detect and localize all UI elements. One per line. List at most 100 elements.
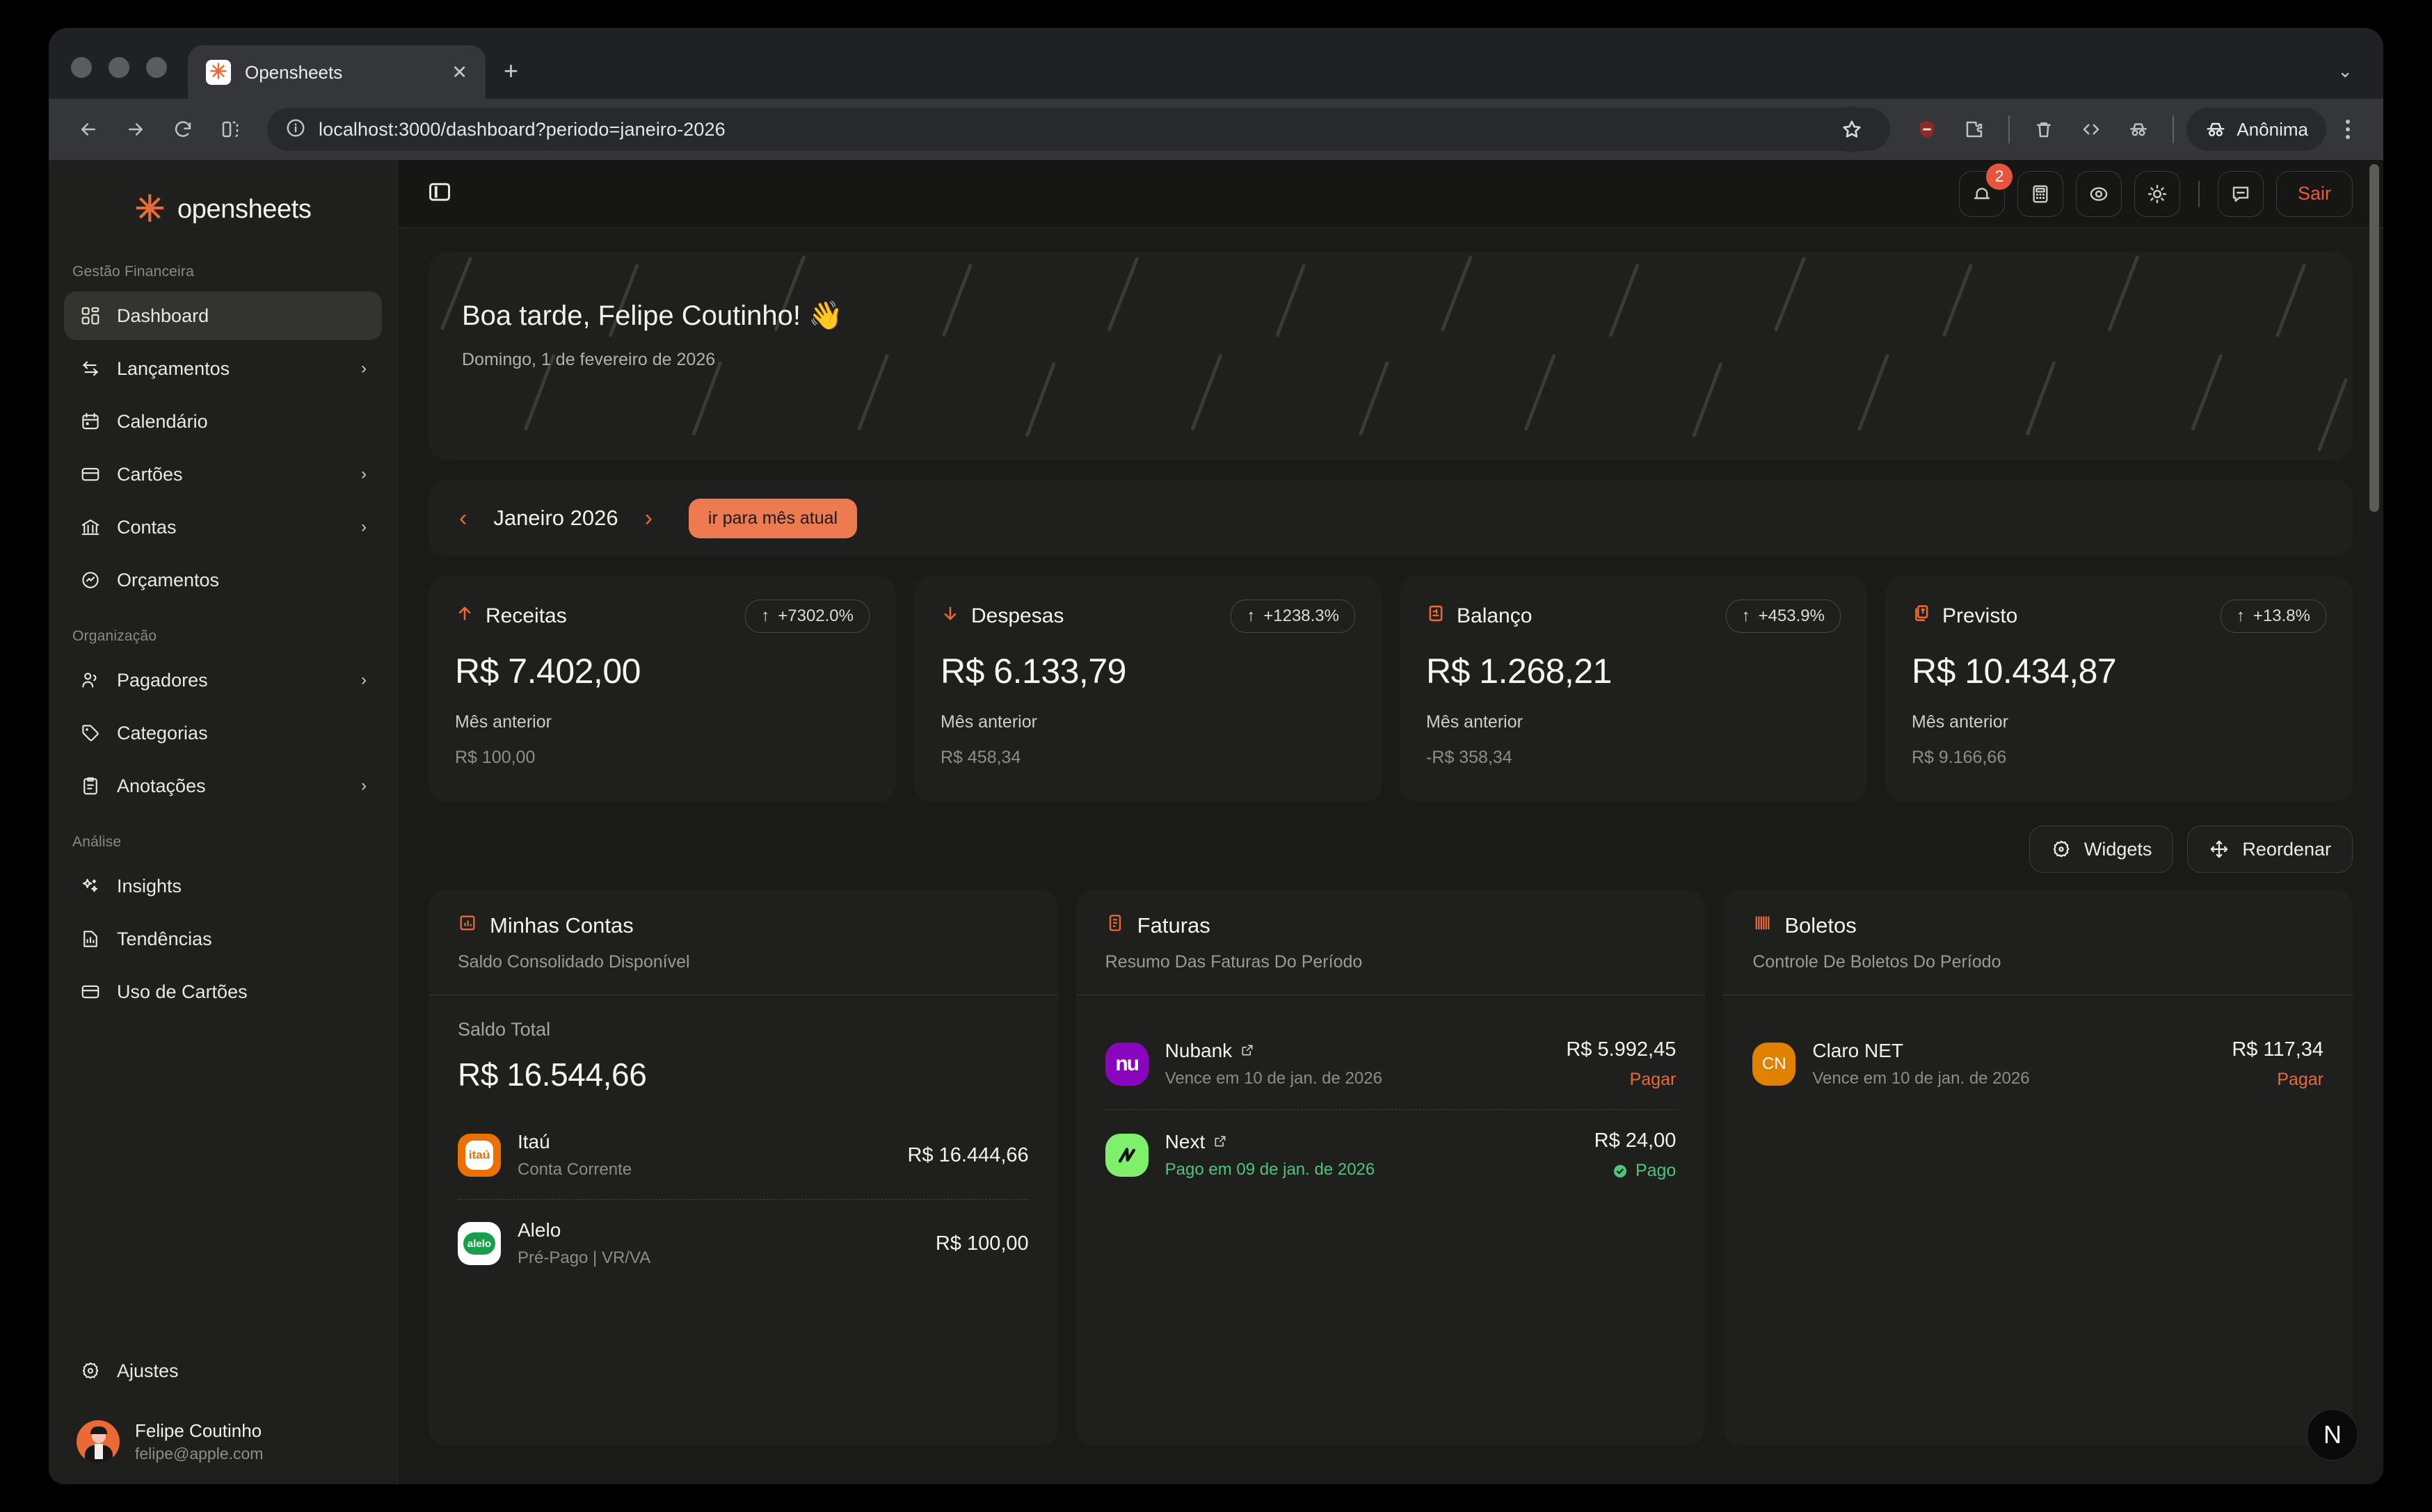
boleto-row[interactable]: CN Claro NET Vence em 10 de jan. de 2026… [1752,1019,2323,1109]
invoice-pay-link[interactable]: Pagar [1629,1070,1677,1089]
boleto-pay-link[interactable]: Pagar [2277,1070,2324,1089]
new-tab-icon[interactable]: + [504,56,519,85]
kebab-menu-icon[interactable] [2330,120,2365,139]
sidebar-item-ajustes[interactable]: Ajustes [64,1346,382,1395]
gear-icon [79,1360,102,1382]
stat-value: R$ 6.133,79 [941,652,1126,691]
go-to-current-month-button[interactable]: ir para mês atual [688,498,858,538]
invoice-row[interactable]: nu Nubank Vence em 10 de [1105,1019,1677,1109]
stat-card-previsto[interactable]: Previsto ↑ +13.8% R$ 10.434,87 Mês anter… [1885,576,2353,802]
sidebar-item-categorias[interactable]: Categorias [64,709,382,757]
logout-button[interactable]: Sair [2275,170,2353,217]
stat-value: R$ 7.402,00 [455,652,641,691]
shield-block-icon[interactable] [1905,108,1949,151]
nubank-logo-icon: nu [1105,1043,1149,1086]
sidebar-item-anotacoes[interactable]: Anotações › [64,762,382,810]
panel-body: Saldo Total R$ 16.544,66 itaú Itaú C [429,995,1058,1311]
stat-value: R$ 1.268,21 [1426,652,1612,691]
transfer-icon [79,357,102,380]
calculator-button[interactable] [2017,170,2063,217]
sidebar-item-insights[interactable]: Insights [64,862,382,910]
boleto-name: Claro NET [1812,1040,1904,1061]
widgets-button[interactable]: Widgets [2029,826,2174,873]
split-view-icon[interactable] [209,108,252,151]
card-icon [79,981,102,1003]
sidebar-item-calendario[interactable]: Calendário [64,397,382,446]
stat-card-receitas[interactable]: Receitas ↑ +7302.0% R$ 7.402,00 Mês ante… [429,576,896,802]
maximize-window-button[interactable] [146,57,167,78]
reorder-button[interactable]: Reordenar [2187,826,2353,873]
address-bar[interactable]: localhost:3000/dashboard?periodo=janeiro… [267,106,1891,152]
sidebar-item-lancamentos[interactable]: Lançamentos › [64,344,382,393]
page-scrollbar[interactable] [2369,164,2379,1479]
stat-title-group: Balanço [1426,604,1532,629]
nextjs-dev-badge[interactable]: N [2307,1409,2358,1461]
sidebar-item-pagadores[interactable]: Pagadores › [64,656,382,705]
sidebar-item-uso-de-cartoes[interactable]: Uso de Cartões [64,967,382,1016]
site-info-icon[interactable] [285,118,306,142]
nav-section-label: Gestão Financeira [72,264,194,280]
bar-chart-file-icon [79,928,102,950]
trend-up-icon: ↑ [1247,606,1256,625]
chevron-right-icon: › [361,517,367,536]
minimize-window-button[interactable] [109,57,129,78]
brand-logo[interactable]: ✳ opensheets [49,160,397,264]
extensions-icon[interactable] [1953,108,1996,151]
code-brackets-icon[interactable] [2070,108,2113,151]
account-row[interactable]: itaú Itaú Conta Corrente R$ 16.444,66 [458,1111,1029,1199]
welcome-banner: Boa tarde, Felipe Coutinho! 👋 Domingo, 1… [429,252,2353,460]
sidebar-item-dashboard[interactable]: Dashboard [64,291,382,340]
feedback-button[interactable] [2217,170,2264,217]
account-type: Conta Corrente [518,1160,632,1179]
dashboard-content: Boa tarde, Felipe Coutinho! 👋 Domingo, 1… [398,228,2383,1484]
account-name: Itaú [518,1131,550,1152]
star-icon[interactable] [1829,106,1875,152]
invoice-row[interactable]: Next Pago em 09 de jan. de 2026 R$ 24,00 [1105,1109,1677,1200]
stat-title: Previsto [1942,604,2018,627]
external-link-icon[interactable] [1240,1040,1254,1062]
scrollbar-thumb[interactable] [2369,164,2379,512]
back-arrow-icon[interactable] [67,108,110,151]
sidebar-item-orcamentos[interactable]: Orçamentos [64,556,382,604]
prev-month-icon[interactable]: ‹ [459,505,467,531]
sidebar-toggle-icon[interactable] [427,179,452,208]
stat-card-balanco[interactable]: Balanço ↑ +453.9% R$ 1.268,21 Mês anteri… [1400,576,1867,802]
browser-toolbar: localhost:3000/dashboard?periodo=janeiro… [49,99,2383,160]
clipboard-icon [79,775,102,797]
forward-arrow-icon[interactable] [114,108,157,151]
chevron-down-icon[interactable]: ⌄ [2337,61,2353,81]
chevron-right-icon: › [361,359,367,378]
sidebar-item-label: Dashboard [117,305,209,326]
invoice-due-date: Vence em 10 de jan. de 2026 [1165,1069,1382,1088]
nav-group-organizacao: Organização Pagadores › Categorias [49,628,397,810]
profile-label: Anônima [2237,118,2308,140]
sidebar-item-label: Ajustes [117,1360,179,1381]
theme-toggle-button[interactable] [2134,170,2180,217]
welcome-date: Domingo, 1 de fevereiro de 2026 [462,350,716,369]
account-row[interactable]: alelo Alelo Pré-Pago | VR/VA R$ 100,00 [458,1199,1029,1287]
external-link-icon[interactable] [1213,1131,1227,1153]
card-icon [79,463,102,485]
sidebar-item-tendencias[interactable]: Tendências [64,915,382,963]
panel-subtitle: Resumo Das Faturas Do Período [1105,952,1363,972]
user-profile-card[interactable]: Felipe Coutinho felipe@apple.com [49,1399,397,1463]
sidebar-item-label: Calendário [117,410,208,432]
stat-cards: Receitas ↑ +7302.0% R$ 7.402,00 Mês ante… [429,576,2353,802]
sparkles-icon [79,875,102,897]
trash-icon[interactable] [2022,108,2065,151]
visibility-button[interactable] [2075,170,2122,217]
close-tab-icon[interactable]: ✕ [451,61,467,83]
stat-sub-value: R$ 9.166,66 [1912,748,2007,767]
next-month-icon[interactable]: › [644,505,653,531]
close-window-button[interactable] [71,57,92,78]
browser-tab[interactable]: ✳ Opensheets ✕ [188,45,486,99]
notifications-button[interactable]: 2 [1958,163,2013,217]
stat-card-despesas[interactable]: Despesas ↑ +1238.3% R$ 6.133,79 Mês ante… [914,576,1382,802]
incognito-icon[interactable] [2117,108,2160,151]
incognito-profile-button[interactable]: Anônima [2186,108,2326,151]
sidebar-item-cartoes[interactable]: Cartões › [64,450,382,499]
reload-icon[interactable] [161,108,205,151]
stat-change-value: +1238.3% [1263,606,1339,625]
sidebar-item-contas[interactable]: Contas › [64,503,382,552]
stat-change-badge: ↑ +7302.0% [745,600,870,633]
